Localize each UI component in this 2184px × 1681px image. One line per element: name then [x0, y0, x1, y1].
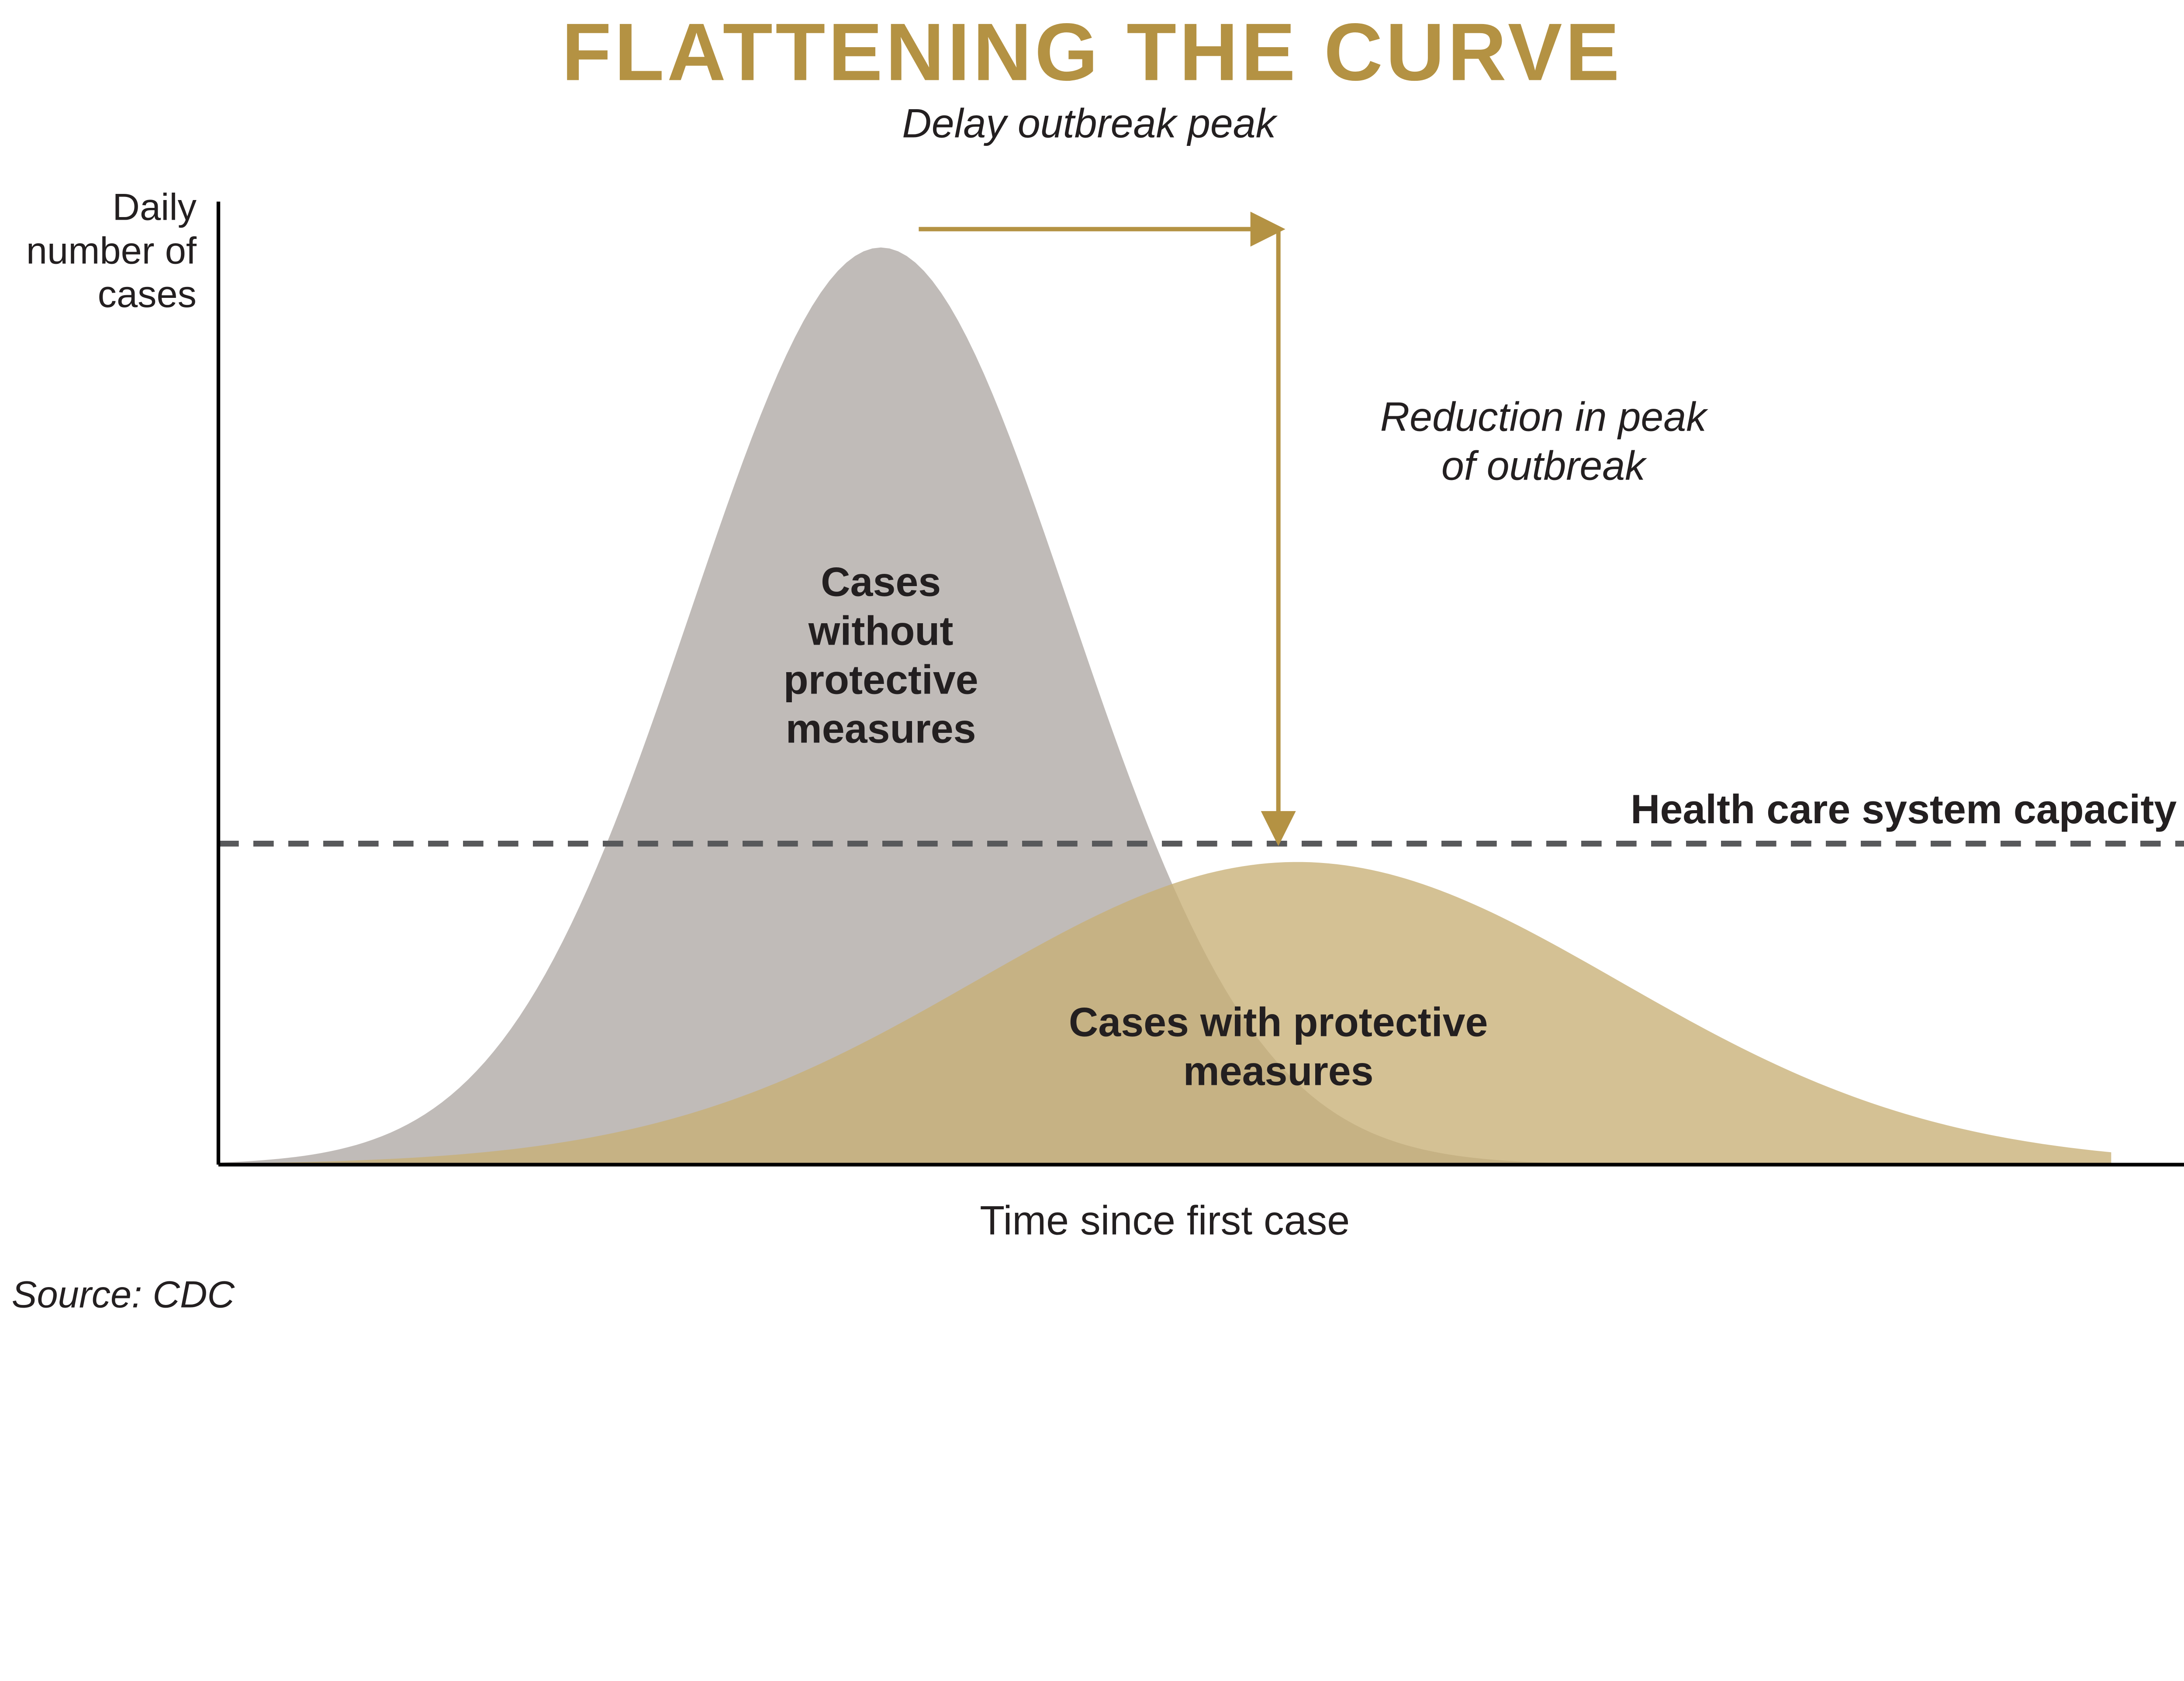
- capacity-label: Health care system capacity: [1631, 787, 2177, 832]
- source-label: Source: CDC: [12, 1274, 235, 1315]
- chart-container: FLATTENING THE CURVE Health care system c…: [0, 0, 2184, 1322]
- flatten-curve-chart: FLATTENING THE CURVE Health care system c…: [0, 0, 2184, 1322]
- chart-title: FLATTENING THE CURVE: [562, 6, 1623, 97]
- delay-arrow-label: Delay outbreak peak: [902, 101, 1278, 146]
- x-axis-label: Time since first case: [980, 1198, 1350, 1243]
